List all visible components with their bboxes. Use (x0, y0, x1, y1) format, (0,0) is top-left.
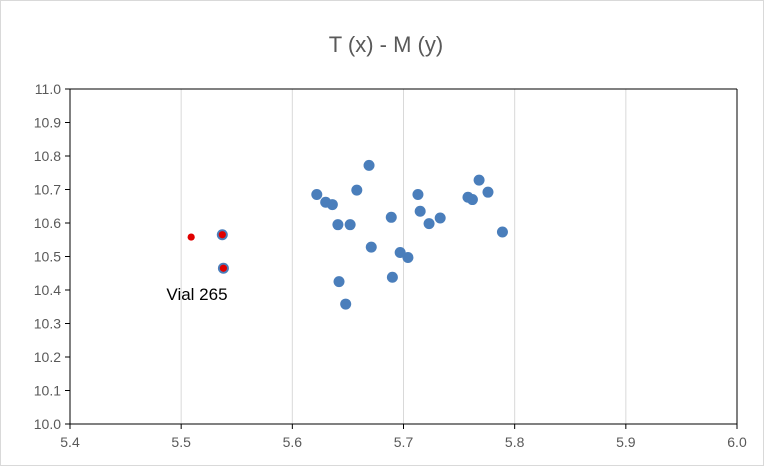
data-point (311, 189, 323, 201)
annotations: Vial 265 (166, 285, 227, 304)
y-tick-label: 10.4 (34, 282, 61, 298)
x-tick-label: 5.8 (505, 434, 525, 450)
highlight-point (219, 264, 228, 272)
annotation-label: Vial 265 (166, 285, 227, 304)
x-tick-label: 5.5 (171, 434, 191, 450)
y-tick-label: 10.1 (34, 383, 61, 399)
data-point (482, 186, 494, 198)
y-tick-label: 10.7 (34, 182, 61, 198)
highlight-point (218, 231, 226, 239)
data-point (473, 174, 485, 186)
data-point (351, 184, 363, 196)
x-tick-label: 5.6 (283, 434, 303, 450)
data-point (414, 205, 426, 217)
data-point (333, 276, 345, 288)
data-point (496, 226, 508, 238)
data-point (466, 194, 478, 206)
data-point (363, 159, 375, 171)
x-tick-label: 5.4 (60, 434, 80, 450)
data-point (385, 211, 397, 223)
y-tick-label: 10.5 (34, 249, 61, 265)
data-points (187, 159, 508, 310)
x-tick-label: 5.9 (616, 434, 636, 450)
y-tick-labels: 10.0 10.1 10.2 10.3 10.4 10.5 10.6 10.7 10.8 10.9… (34, 81, 61, 432)
grid-lines (180, 89, 738, 424)
y-tick-label: 10.8 (34, 148, 61, 164)
data-point (394, 246, 406, 258)
y-tick-label: 10.0 (34, 416, 61, 432)
highlight-point (187, 233, 195, 241)
data-point (412, 189, 424, 201)
data-point (365, 241, 377, 253)
data-point (423, 218, 435, 230)
x-tick-labels: 5.4 5.5 5.6 5.7 5.8 5.9 6.0 (60, 434, 747, 450)
data-point (386, 271, 398, 283)
y-tick-label: 10.3 (34, 316, 61, 332)
x-tick-label: 6.0 (727, 434, 747, 450)
data-point (344, 219, 356, 231)
data-point (340, 298, 352, 310)
y-tick-label: 10.6 (34, 215, 61, 231)
y-tick-label: 10.2 (34, 349, 61, 365)
chart-title: T (x) - M (y) (329, 32, 443, 57)
data-point (402, 252, 414, 264)
y-tick-label: 11.0 (35, 81, 61, 97)
data-point (434, 212, 446, 224)
x-tick-label: 5.7 (394, 434, 414, 450)
data-point (332, 219, 344, 231)
data-point (326, 199, 338, 211)
y-tick-label: 10.9 (34, 115, 61, 131)
axes (65, 88, 738, 429)
